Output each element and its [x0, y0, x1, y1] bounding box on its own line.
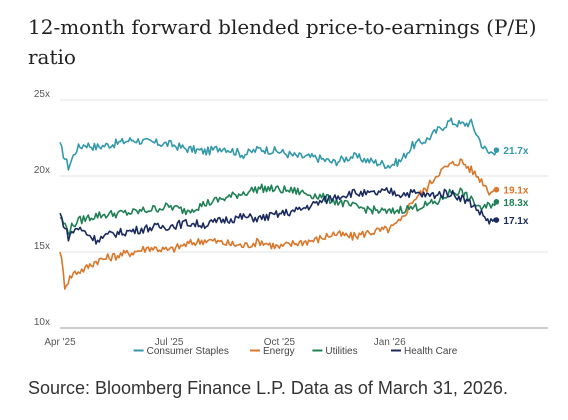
series-end-marker — [493, 186, 500, 193]
source-note: Source: Bloomberg Finance L.P. Data as o… — [28, 378, 508, 398]
legend-label: Consumer Staples — [147, 346, 229, 357]
legend-label: Energy — [263, 346, 295, 357]
series-end-marker — [493, 217, 500, 223]
series-line-health-care — [59, 187, 497, 245]
series-line-consumer-staples — [59, 117, 498, 171]
series-end-marker — [493, 147, 500, 153]
series-end-label: 17.1x — [503, 216, 528, 227]
y-axis-ticks: 25x 20x 15x 10x — [34, 89, 50, 328]
y-tick-label: 15x — [34, 241, 50, 252]
y-tick-label: 25x — [34, 89, 50, 100]
legend-label: Utilities — [325, 346, 357, 357]
x-tick-label: Jan '26 — [374, 337, 406, 348]
legend: Consumer Staples Energy Utilities Health Ca… — [133, 346, 458, 357]
series-end-label: 18.3x — [503, 198, 528, 209]
series-line-utilities — [59, 183, 498, 236]
chart-title: 12-month forward blended price-to-earnin… — [28, 15, 537, 69]
series-end-marker — [493, 199, 500, 205]
x-tick-label: Oct '25 — [264, 337, 296, 348]
x-tick-label: Jul '25 — [155, 337, 184, 348]
y-tick-label: 10x — [34, 317, 50, 328]
legend-label: Health Care — [404, 346, 458, 357]
series-line-energy — [59, 158, 497, 290]
y-tick-label: 20x — [34, 165, 50, 176]
pe-ratio-line-chart: 25x 20x 15x 10x Apr '25 Jul '25 Oct '25 Jan '2… — [34, 89, 548, 357]
series-end-label: 19.1x — [503, 186, 528, 197]
series-lines — [59, 117, 498, 290]
grid-lines — [60, 99, 548, 329]
x-axis-ticks: Apr '25 Jul '25 Oct '25 Jan '26 — [44, 337, 406, 348]
x-tick-label: Apr '25 — [44, 337, 76, 348]
series-end-label: 21.7x — [503, 146, 528, 157]
